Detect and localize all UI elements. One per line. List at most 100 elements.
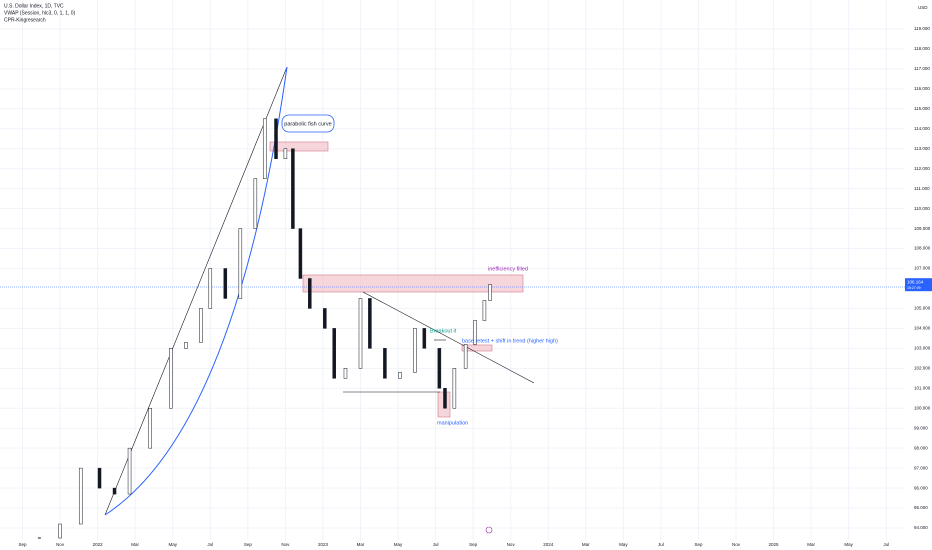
x-tick-label: May	[168, 542, 177, 547]
candle	[223, 268, 228, 299]
y-tick-label: 98.000	[914, 445, 928, 450]
candle	[274, 118, 278, 159]
x-tick-label: Sep	[694, 542, 703, 547]
y-tick-label: 94.000	[914, 525, 928, 530]
trend-line	[104, 66, 288, 516]
candle	[488, 284, 492, 301]
y-tick-label: 96.000	[914, 485, 928, 490]
x-tick-label: May	[394, 542, 403, 547]
candle	[58, 523, 62, 539]
candle	[208, 268, 213, 309]
annotation: inefficiency filled	[488, 266, 528, 272]
price-tag	[905, 278, 932, 292]
currency: USD	[918, 5, 928, 10]
y-tick-label: 97.000	[914, 465, 928, 470]
supply-zone	[302, 274, 524, 293]
candle	[291, 148, 295, 229]
legend-item: VWAP (Session, hlc3, 0, 1, 1, 0)	[4, 10, 75, 16]
y-tick-label: 114.000	[914, 126, 930, 131]
candle	[169, 348, 173, 409]
candle	[422, 328, 427, 349]
candle	[437, 348, 442, 389]
y-tick-label: 112.000	[914, 166, 930, 171]
x-tick-label: 2023	[318, 542, 329, 547]
annotation: manipulation	[437, 420, 468, 426]
candle	[368, 298, 372, 349]
retest-zone	[461, 344, 493, 352]
x-tick-label: May	[619, 542, 628, 547]
candle	[443, 388, 447, 409]
price-tag-label: 106.164	[907, 279, 924, 284]
x-tick-label: 2022	[93, 542, 104, 547]
y-tick-label: 102.000	[914, 366, 931, 371]
candle	[452, 368, 457, 409]
candle	[332, 328, 336, 379]
x-tick-label: Jul	[658, 542, 664, 547]
candle	[97, 467, 102, 489]
candle	[78, 467, 83, 525]
y-tick-label: 116.000	[914, 86, 930, 91]
candle	[308, 278, 312, 309]
y-tick-label: 113.000	[914, 146, 930, 151]
annotation: base retest + shift in trend (higher hig…	[462, 338, 558, 344]
y-tick-label: 105.000	[914, 306, 931, 311]
countdown: 15:27:09	[907, 286, 921, 290]
candle	[323, 308, 327, 329]
candle	[238, 228, 243, 299]
x-tick-label: Sep	[469, 542, 478, 547]
candle	[298, 228, 303, 279]
grid	[0, 0, 905, 540]
parabolic-curve	[104, 66, 288, 516]
y-tick-label: 100.000	[914, 405, 931, 410]
legend-item: U.S. Dollar Index, 1D, TVC	[4, 3, 64, 9]
callout	[281, 114, 335, 133]
event-icon	[485, 526, 493, 534]
annotation: Breakout it	[430, 328, 457, 334]
candle	[463, 344, 468, 369]
y-tick-label: 115.000	[914, 106, 930, 111]
candle	[473, 320, 477, 345]
candle	[283, 148, 288, 159]
x-tick-label: Mar	[807, 542, 815, 547]
candles	[37, 118, 492, 539]
y-tick-label: 101.000	[914, 385, 931, 390]
x-tick-label: Jul	[883, 542, 889, 547]
y-tick-label: 119.000	[914, 26, 930, 31]
x-tick-label: Mar	[582, 542, 590, 547]
x-tick-label: Nov	[507, 542, 516, 547]
y-tick-label: 111.000	[914, 186, 930, 191]
x-tick-label: Mar	[131, 542, 139, 547]
y-tick-label: 107.000	[914, 266, 931, 271]
candle	[184, 342, 188, 349]
candle	[358, 298, 363, 369]
x-tick-label: 2025	[769, 542, 780, 547]
candle	[127, 447, 132, 495]
down-trend-line	[362, 291, 535, 384]
y-tick-label: 104.000	[914, 326, 931, 331]
candle	[482, 300, 487, 321]
top-zone	[269, 141, 329, 152]
x-tick-label: Nov	[281, 542, 290, 547]
x-tick-label: Jul	[433, 542, 439, 547]
candle	[343, 368, 348, 379]
y-tick-label: 95.000	[914, 505, 928, 510]
candle	[199, 308, 203, 343]
y-tick-label: 117.000	[914, 66, 930, 71]
y-tick-label: 110.000	[914, 206, 930, 211]
y-tick-label: 118.000	[914, 46, 930, 51]
candle	[112, 487, 117, 495]
x-tick-label: Mar	[357, 542, 365, 547]
y-tick-label: 103.000	[914, 346, 931, 351]
y-tick-label: 99.000	[914, 425, 928, 430]
candle	[413, 328, 417, 373]
y-tick-label: 109.000	[914, 226, 931, 231]
x-tick-label: Sep	[244, 542, 253, 547]
annotation: parabolic fish curve	[284, 121, 331, 127]
x-tick-label: Nov	[732, 542, 741, 547]
y-tick-label: 108.000	[914, 246, 931, 251]
x-tick-label: Sep	[19, 542, 28, 547]
candle	[262, 118, 267, 179]
candle	[383, 348, 387, 379]
x-tick-label: Jul	[207, 542, 213, 547]
